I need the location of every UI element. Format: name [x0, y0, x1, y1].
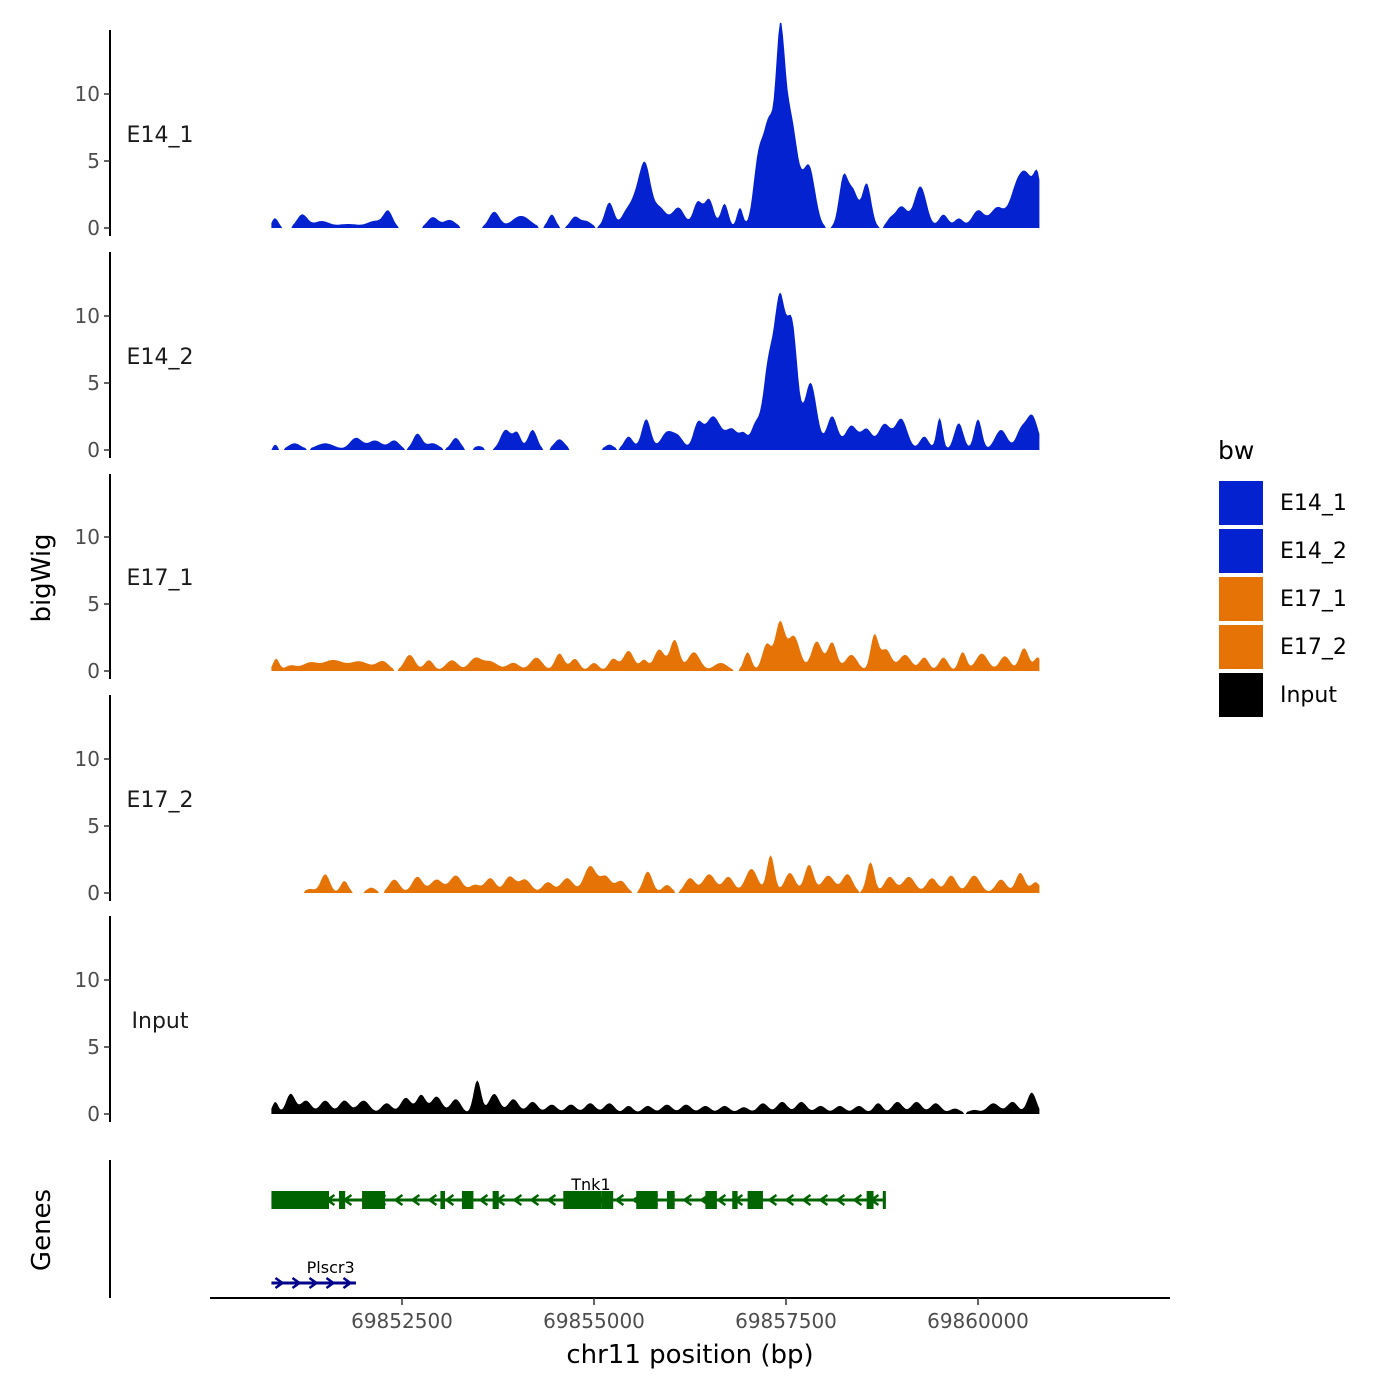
gene-label: Plscr3 — [307, 1258, 355, 1277]
legend-title: bw — [1218, 436, 1254, 465]
strand-arrow-icon — [835, 1193, 846, 1207]
track-input: 0 5 10 Input — [75, 916, 1040, 1126]
strand-arrow-icon — [325, 1276, 336, 1290]
y-tick-label: 0 — [87, 881, 100, 905]
gene-exon — [866, 1191, 874, 1209]
strand-arrow-icon — [614, 1193, 625, 1207]
legend-swatch — [1217, 479, 1265, 527]
signal-area-e14_2 — [271, 292, 1040, 450]
strand-arrow-icon — [393, 1193, 404, 1207]
legend-swatch — [1217, 575, 1265, 623]
track-label: E14_1 — [127, 123, 194, 148]
track-label: E14_2 — [127, 345, 194, 370]
legend-label: E14_1 — [1280, 491, 1347, 516]
gene-plscr3: Plscr3 — [271, 1258, 356, 1290]
legend-swatch — [1217, 527, 1265, 575]
strand-arrow-icon — [716, 1193, 727, 1207]
y-tick-label: 10 — [75, 304, 100, 328]
track-e14_1: 0 5 10 E14_1 — [75, 22, 1040, 240]
strand-arrow-icon — [274, 1276, 285, 1290]
signal-area-e14_1 — [271, 22, 1040, 228]
legend-label: E14_2 — [1280, 539, 1347, 564]
gene-annotation-panel: Tnk1 Plscr3 — [109, 1160, 886, 1298]
genes-panel-title: Genes — [27, 1189, 57, 1271]
y-tick-label: 0 — [87, 438, 100, 462]
x-axis-title: chr11 position (bp) — [566, 1340, 813, 1370]
x-tick-label: 69855000 — [543, 1309, 645, 1333]
legend-swatch — [1217, 623, 1265, 671]
gene-exon — [461, 1191, 474, 1209]
strand-arrow-icon — [427, 1193, 438, 1207]
legend-item-input: Input — [1217, 671, 1337, 719]
legend-label: Input — [1280, 683, 1337, 708]
y-tick-label: 5 — [87, 814, 100, 838]
gene-tnk1: Tnk1 — [271, 1175, 886, 1209]
track-e17_2: 0 5 10 E17_2 — [75, 695, 1040, 905]
strand-arrow-icon — [682, 1193, 693, 1207]
x-tick-label: 69860000 — [927, 1309, 1029, 1333]
strand-arrow-icon — [784, 1193, 795, 1207]
strand-arrow-icon — [291, 1276, 302, 1290]
strand-arrow-icon — [818, 1193, 829, 1207]
x-axis: 69852500 69855000 69857500 69860000 — [210, 1297, 1170, 1333]
gene-exon — [271, 1191, 330, 1209]
gene-exon — [732, 1191, 738, 1209]
gene-exon — [705, 1191, 717, 1209]
signal-area-input — [271, 1080, 1040, 1114]
gene-label: Tnk1 — [570, 1175, 610, 1194]
signal-tracks: 0 5 10 E14_1 0 5 10 E14_2 0 5 10 E17_1 0 5 10 E17_2 0 5 10… — [75, 22, 1040, 1126]
legend-label: E17_2 — [1280, 635, 1347, 660]
gene-exon — [339, 1191, 346, 1209]
strand-arrow-icon — [852, 1193, 863, 1207]
y-tick-label: 10 — [75, 525, 100, 549]
gene-exon — [747, 1191, 763, 1209]
y-tick-label: 5 — [87, 149, 100, 173]
gene-exon — [362, 1191, 386, 1209]
y-axis-title: bigWig — [27, 533, 57, 622]
gene-exon — [563, 1191, 602, 1209]
gene-exon — [636, 1191, 658, 1209]
track-label: E17_1 — [127, 566, 194, 591]
gene-exon — [440, 1191, 446, 1209]
signal-area-e17_2 — [271, 855, 1040, 893]
legend-swatch — [1217, 671, 1265, 719]
gene-exon — [882, 1191, 886, 1209]
track-e14_2: 0 5 10 E14_2 — [75, 252, 1040, 462]
y-tick-label: 0 — [87, 659, 100, 683]
strand-arrow-icon — [478, 1193, 489, 1207]
legend-label: E17_1 — [1280, 587, 1347, 612]
legend-item-e17_1: E17_1 — [1217, 575, 1347, 623]
y-tick-label: 10 — [75, 968, 100, 992]
strand-arrow-icon — [801, 1193, 812, 1207]
gene-exon — [601, 1191, 614, 1209]
legend-item-e14_1: E14_1 — [1217, 479, 1347, 527]
y-tick-label: 0 — [87, 216, 100, 240]
x-tick-label: 69852500 — [351, 1309, 453, 1333]
gene-exon — [492, 1191, 499, 1209]
y-tick-label: 10 — [75, 82, 100, 106]
x-tick-label: 69857500 — [735, 1309, 837, 1333]
legend-item-e17_2: E17_2 — [1217, 623, 1347, 671]
strand-arrow-icon — [444, 1193, 455, 1207]
signal-area-e17_1 — [271, 620, 1040, 671]
y-tick-label: 5 — [87, 1035, 100, 1059]
legend-item-e14_2: E14_2 — [1217, 527, 1347, 575]
legend: bw E14_1 E14_2 E17_1 E17_2 Input — [1217, 436, 1347, 719]
strand-arrow-icon — [546, 1193, 557, 1207]
strand-arrow-icon — [767, 1193, 778, 1207]
y-tick-label: 5 — [87, 371, 100, 395]
track-e17_1: 0 5 10 E17_1 — [75, 474, 1040, 683]
strand-arrow-icon — [512, 1193, 523, 1207]
strand-arrow-icon — [410, 1193, 421, 1207]
gene-exon — [666, 1191, 675, 1209]
y-tick-label: 10 — [75, 747, 100, 771]
track-label: E17_2 — [127, 788, 194, 813]
strand-arrow-icon — [529, 1193, 540, 1207]
strand-arrow-icon — [308, 1276, 319, 1290]
y-tick-label: 5 — [87, 592, 100, 616]
y-tick-label: 0 — [87, 1102, 100, 1126]
strand-arrow-icon — [342, 1276, 353, 1290]
track-label: Input — [132, 1009, 189, 1034]
